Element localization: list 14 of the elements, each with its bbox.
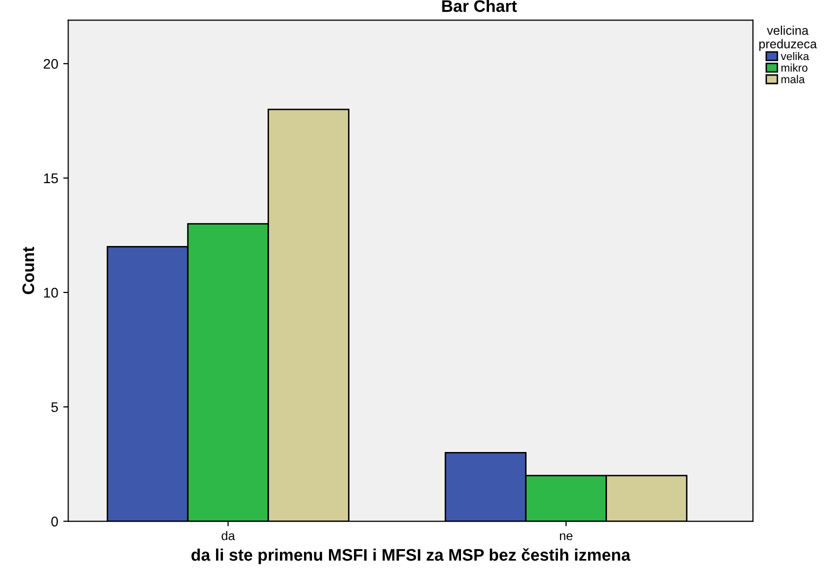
legend-label: mikro [781,64,808,72]
chart-title: Bar Chart [442,0,517,12]
y-axis-title: Count [22,246,34,294]
y-tick-label: 15 [44,174,58,184]
y-tick-label: 0 [51,516,58,526]
legend-label: velika [780,52,810,60]
x-tick-label: da [222,531,236,540]
legend-label: mala [781,75,805,84]
y-tick-label: 10 [44,288,58,298]
y-tick-label: 5 [51,402,58,412]
x-tick-label: ne [560,533,572,540]
y-tick-label: 20 [44,58,58,69]
legend-title: velicina preduzeca [759,26,817,51]
x-axis-title: da li ste primenu MSFI i MFSI za MSP bez čestih izmena [191,548,631,564]
